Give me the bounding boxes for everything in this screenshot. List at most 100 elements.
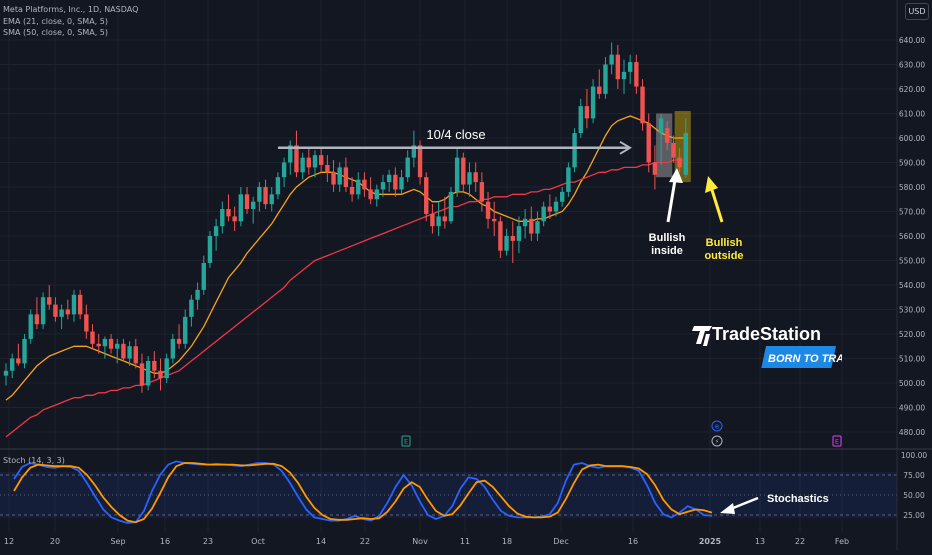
candle bbox=[597, 69, 602, 99]
candle-body bbox=[28, 314, 33, 339]
candle bbox=[436, 201, 441, 236]
candle bbox=[65, 299, 70, 320]
event-marker[interactable]: E bbox=[401, 435, 411, 447]
candle bbox=[325, 155, 330, 183]
candle-body bbox=[40, 297, 46, 325]
candle bbox=[96, 334, 101, 354]
candle bbox=[300, 152, 305, 180]
event-marker[interactable]: ⊕ bbox=[711, 420, 723, 432]
candle-body bbox=[189, 299, 194, 317]
event-markers[interactable]: E ⊕ ⚡ E bbox=[401, 420, 842, 447]
candle-body bbox=[115, 343, 120, 349]
candle-body bbox=[269, 194, 274, 205]
candle-body bbox=[417, 145, 423, 178]
ema-legend[interactable]: EMA (21, close, 0, SMA, 5) bbox=[3, 17, 108, 26]
stoch-reference-lines bbox=[0, 474, 897, 516]
candle-body bbox=[127, 346, 132, 359]
symbol-title[interactable]: Meta Platforms, Inc., 1D, NASDAQ bbox=[3, 5, 139, 14]
candle bbox=[232, 206, 237, 232]
stoch-axis[interactable]: 25.00 50.00 75.00 100.00 bbox=[901, 451, 927, 520]
close-level-arrowhead bbox=[619, 140, 632, 155]
event-marker-label: E bbox=[404, 438, 408, 446]
price-tick-label: 500.00 bbox=[899, 379, 925, 388]
candle bbox=[590, 79, 596, 124]
candle-body bbox=[658, 118, 664, 134]
candle-body bbox=[485, 201, 491, 219]
currency-button[interactable]: USD bbox=[905, 3, 929, 20]
candle bbox=[535, 211, 540, 241]
candle-body bbox=[281, 162, 287, 178]
time-axis[interactable]: 12 20 Sep 16 23 Oct 14 22 Nov 11 18 Dec 16 2025 13 22 Fe… bbox=[4, 537, 849, 546]
candle bbox=[615, 44, 621, 89]
candle bbox=[362, 172, 367, 197]
event-marker-label: E bbox=[835, 438, 839, 446]
candle bbox=[665, 120, 670, 151]
outside-arrow bbox=[710, 189, 724, 223]
price-tick-label: 620.00 bbox=[899, 85, 925, 94]
candle bbox=[504, 228, 509, 256]
candle bbox=[108, 334, 114, 354]
event-marker[interactable]: ⚡ bbox=[711, 435, 723, 447]
price-tick-label: 630.00 bbox=[899, 61, 925, 70]
candle bbox=[522, 209, 528, 239]
candle bbox=[621, 59, 627, 94]
price-tick-label: 480.00 bbox=[899, 428, 925, 437]
price-tick-label: 590.00 bbox=[899, 159, 925, 168]
candle-body bbox=[251, 201, 256, 210]
candle-body bbox=[213, 226, 219, 236]
candle-body bbox=[522, 218, 528, 227]
candle bbox=[498, 216, 503, 259]
candle bbox=[578, 98, 583, 138]
candle-body bbox=[386, 174, 392, 183]
sma-legend[interactable]: SMA (50, close, 0, SMA, 5) bbox=[3, 28, 108, 37]
candle bbox=[269, 187, 274, 212]
candle bbox=[492, 201, 497, 236]
price-tick-label: 640.00 bbox=[899, 36, 925, 45]
stoch-legend[interactable]: Stoch (14, 3, 3) bbox=[3, 456, 65, 465]
price-tick-label: 600.00 bbox=[899, 134, 925, 143]
candle-body bbox=[275, 177, 281, 195]
candle-body bbox=[634, 62, 639, 87]
candle-body bbox=[621, 71, 627, 80]
candle bbox=[541, 201, 546, 227]
candle-body bbox=[627, 62, 633, 72]
tradestation-mark-icon bbox=[692, 326, 712, 346]
candle-body bbox=[640, 86, 645, 124]
candle-body bbox=[300, 157, 305, 173]
candle-body bbox=[170, 338, 176, 359]
candle bbox=[337, 162, 342, 192]
candle-body bbox=[374, 189, 379, 200]
candle-body bbox=[53, 304, 58, 317]
candle-body bbox=[597, 86, 602, 94]
candle-body bbox=[34, 314, 40, 325]
candle bbox=[59, 304, 64, 330]
candle-body bbox=[541, 206, 546, 222]
price-axis[interactable]: 480.00 490.00 500.00 510.00 520.00 530.00 540.… bbox=[899, 36, 925, 437]
candle-body bbox=[405, 157, 410, 178]
candle bbox=[139, 353, 145, 393]
candle bbox=[102, 336, 108, 359]
price-tick-label: 610.00 bbox=[899, 110, 925, 119]
candle bbox=[306, 147, 312, 175]
candle-body bbox=[683, 133, 688, 175]
candle-body bbox=[665, 128, 670, 143]
candle-body bbox=[498, 221, 503, 251]
candle-body bbox=[677, 157, 682, 168]
candle bbox=[479, 172, 485, 212]
event-marker-label: ⚡ bbox=[715, 438, 720, 446]
time-tick-label: 22 bbox=[360, 537, 370, 546]
candle-body bbox=[257, 187, 262, 202]
event-marker[interactable]: E bbox=[832, 435, 842, 447]
candle-body bbox=[516, 226, 522, 241]
candle-body bbox=[22, 338, 27, 364]
candle-body bbox=[102, 338, 108, 347]
candle bbox=[3, 363, 9, 386]
candle-body bbox=[436, 216, 441, 227]
candle bbox=[380, 174, 386, 197]
candle-body bbox=[454, 157, 460, 192]
candle-body bbox=[461, 157, 466, 185]
candle-body bbox=[615, 54, 621, 80]
candle bbox=[399, 169, 404, 195]
candle bbox=[677, 147, 682, 173]
